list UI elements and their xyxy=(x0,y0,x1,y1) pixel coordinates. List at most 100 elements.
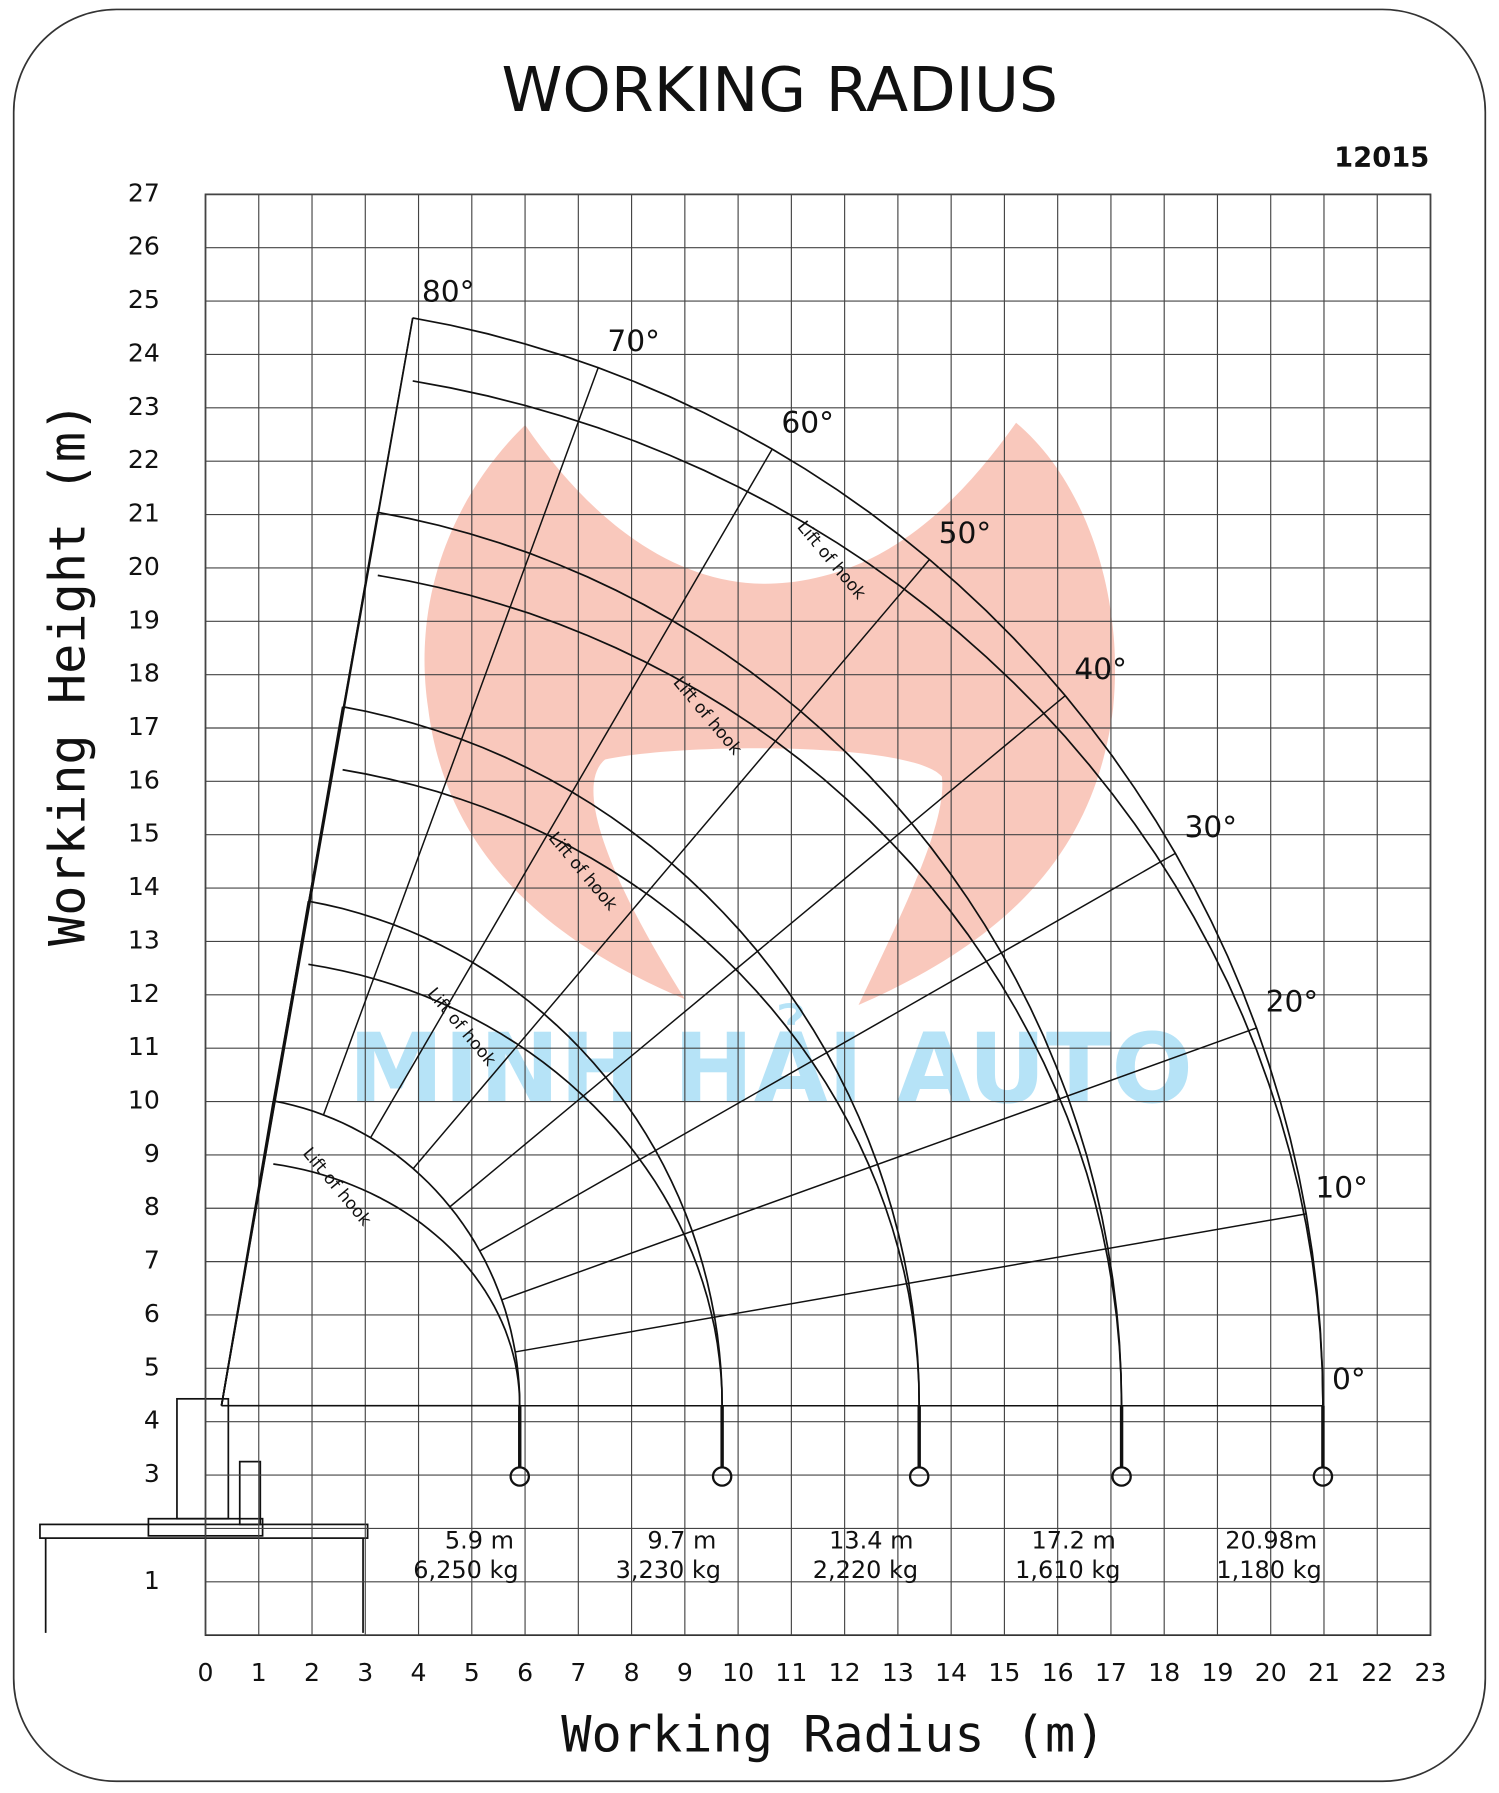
radius-label: 17.2 m xyxy=(1032,1527,1116,1555)
title: WORKING RADIUS xyxy=(501,54,1058,126)
load-label: 3,230 kg xyxy=(616,1556,721,1584)
x-tick-label: 22 xyxy=(1361,1658,1393,1687)
hook-arc xyxy=(377,574,1123,1406)
y-tick-label: 6 xyxy=(144,1299,160,1328)
y-tick-label: 24 xyxy=(128,338,160,367)
y-tick-label: 12 xyxy=(128,979,160,1008)
x-tick-label: 19 xyxy=(1201,1658,1233,1687)
angle-line xyxy=(449,695,1066,1208)
load-label: 6,250 kg xyxy=(413,1556,518,1584)
y-tick-label: 17 xyxy=(128,712,160,741)
y-tick-label: 20 xyxy=(128,552,160,581)
lift-label: Lift of hook xyxy=(298,1144,375,1230)
y-tick-label: 13 xyxy=(128,925,160,954)
x-tick-label: 6 xyxy=(517,1658,533,1687)
hook-block xyxy=(908,1466,930,1487)
y-tick-label: 18 xyxy=(128,659,160,688)
angle-label: 10° xyxy=(1315,1169,1368,1204)
hook-block xyxy=(509,1466,531,1487)
x-tick-label: 14 xyxy=(935,1658,967,1687)
x-tick-label: 16 xyxy=(1042,1658,1074,1687)
x-tick-label: 4 xyxy=(411,1658,427,1687)
y-tick-label: 14 xyxy=(128,872,160,901)
hook-block xyxy=(711,1466,733,1487)
hook-arc xyxy=(342,768,921,1406)
boom-arc xyxy=(308,900,723,1406)
y-tick-label: 4 xyxy=(144,1406,160,1435)
x-tick-label: 11 xyxy=(775,1658,807,1687)
y-tick-label: 22 xyxy=(128,445,160,474)
load-label: 2,220 kg xyxy=(813,1556,918,1584)
y-tick-label: 15 xyxy=(128,819,160,848)
x-tick-label: 12 xyxy=(829,1658,861,1687)
x-tick-label: 10 xyxy=(722,1658,754,1687)
radius-label: 9.7 m xyxy=(647,1527,716,1555)
x-tick-label: 8 xyxy=(624,1658,640,1687)
radius-label: 5.9 m xyxy=(445,1527,514,1555)
y-tick-label: 26 xyxy=(128,232,160,261)
load-label: 1,610 kg xyxy=(1015,1556,1120,1584)
y-tick-label: 10 xyxy=(128,1086,160,1115)
watermark-logo xyxy=(424,422,1116,1005)
hook-arc xyxy=(308,963,723,1406)
boom-arc xyxy=(377,511,1123,1406)
angle-line xyxy=(479,852,1176,1252)
angle-label: 60° xyxy=(781,404,834,439)
crane-base xyxy=(39,1397,369,1633)
hook-block xyxy=(1312,1466,1334,1487)
boom-arc xyxy=(412,317,1324,1406)
x-tick-label: 15 xyxy=(988,1658,1020,1687)
angle-line xyxy=(369,448,773,1139)
y-tick-label: 3 xyxy=(144,1459,160,1488)
angle-line xyxy=(515,1213,1307,1353)
model: 12015 xyxy=(1334,142,1429,173)
x-tick-label: 5 xyxy=(464,1658,480,1687)
x-tick-label: 0 xyxy=(198,1658,214,1687)
angle-label: 30° xyxy=(1184,809,1237,844)
x-tick-label: 9 xyxy=(677,1658,693,1687)
y-tick-label: 23 xyxy=(128,392,160,421)
outrigger-beam xyxy=(39,1523,369,1539)
angle-label: 40° xyxy=(1074,651,1127,686)
x-axis-label: Working Radius (m) xyxy=(561,1704,1105,1763)
angle-line xyxy=(272,317,414,1102)
x-tick-label: 20 xyxy=(1255,1658,1287,1687)
y-tick-label: 19 xyxy=(128,605,160,634)
angle-line xyxy=(322,367,599,1116)
angle-label: 70° xyxy=(607,323,660,358)
angle-line xyxy=(412,559,931,1170)
angle-label: 20° xyxy=(1266,983,1319,1018)
y-tick-label: 8 xyxy=(144,1192,160,1221)
hook-arc xyxy=(273,1163,521,1406)
control xyxy=(238,1460,262,1526)
angle-line xyxy=(501,1027,1257,1301)
y-tick-label: 9 xyxy=(144,1139,160,1168)
y-tick-label: 7 xyxy=(144,1246,160,1275)
angle-label: 0° xyxy=(1332,1361,1366,1396)
x-tick-label: 21 xyxy=(1308,1658,1340,1687)
x-tick-label: 3 xyxy=(357,1658,373,1687)
angle-label: 50° xyxy=(939,515,992,550)
x-tick-label: 2 xyxy=(304,1658,320,1687)
hook-arc xyxy=(412,380,1324,1406)
y-tick-label: 11 xyxy=(128,1032,160,1061)
y-tick-label: 5 xyxy=(144,1352,160,1381)
y-tick-label: 21 xyxy=(128,499,160,528)
y-tick-label: 1 xyxy=(144,1566,160,1595)
watermark: MINH HẢI AUTO xyxy=(348,1003,1192,1125)
column xyxy=(176,1397,230,1520)
page-frame xyxy=(12,8,1487,1783)
y-tick-label: 16 xyxy=(128,765,160,794)
radius-label: 20.98m xyxy=(1225,1527,1317,1555)
load-label: 1,180 kg xyxy=(1216,1556,1321,1584)
x-tick-label: 1 xyxy=(251,1658,267,1687)
y-tick-label: 27 xyxy=(128,178,160,207)
boom-arc xyxy=(342,705,921,1406)
hook-block xyxy=(1111,1466,1132,1487)
x-tick-label: 7 xyxy=(570,1658,586,1687)
angle-label: 80° xyxy=(422,273,475,308)
y-tick-label: 25 xyxy=(128,285,160,314)
x-tick-label: 18 xyxy=(1148,1658,1180,1687)
